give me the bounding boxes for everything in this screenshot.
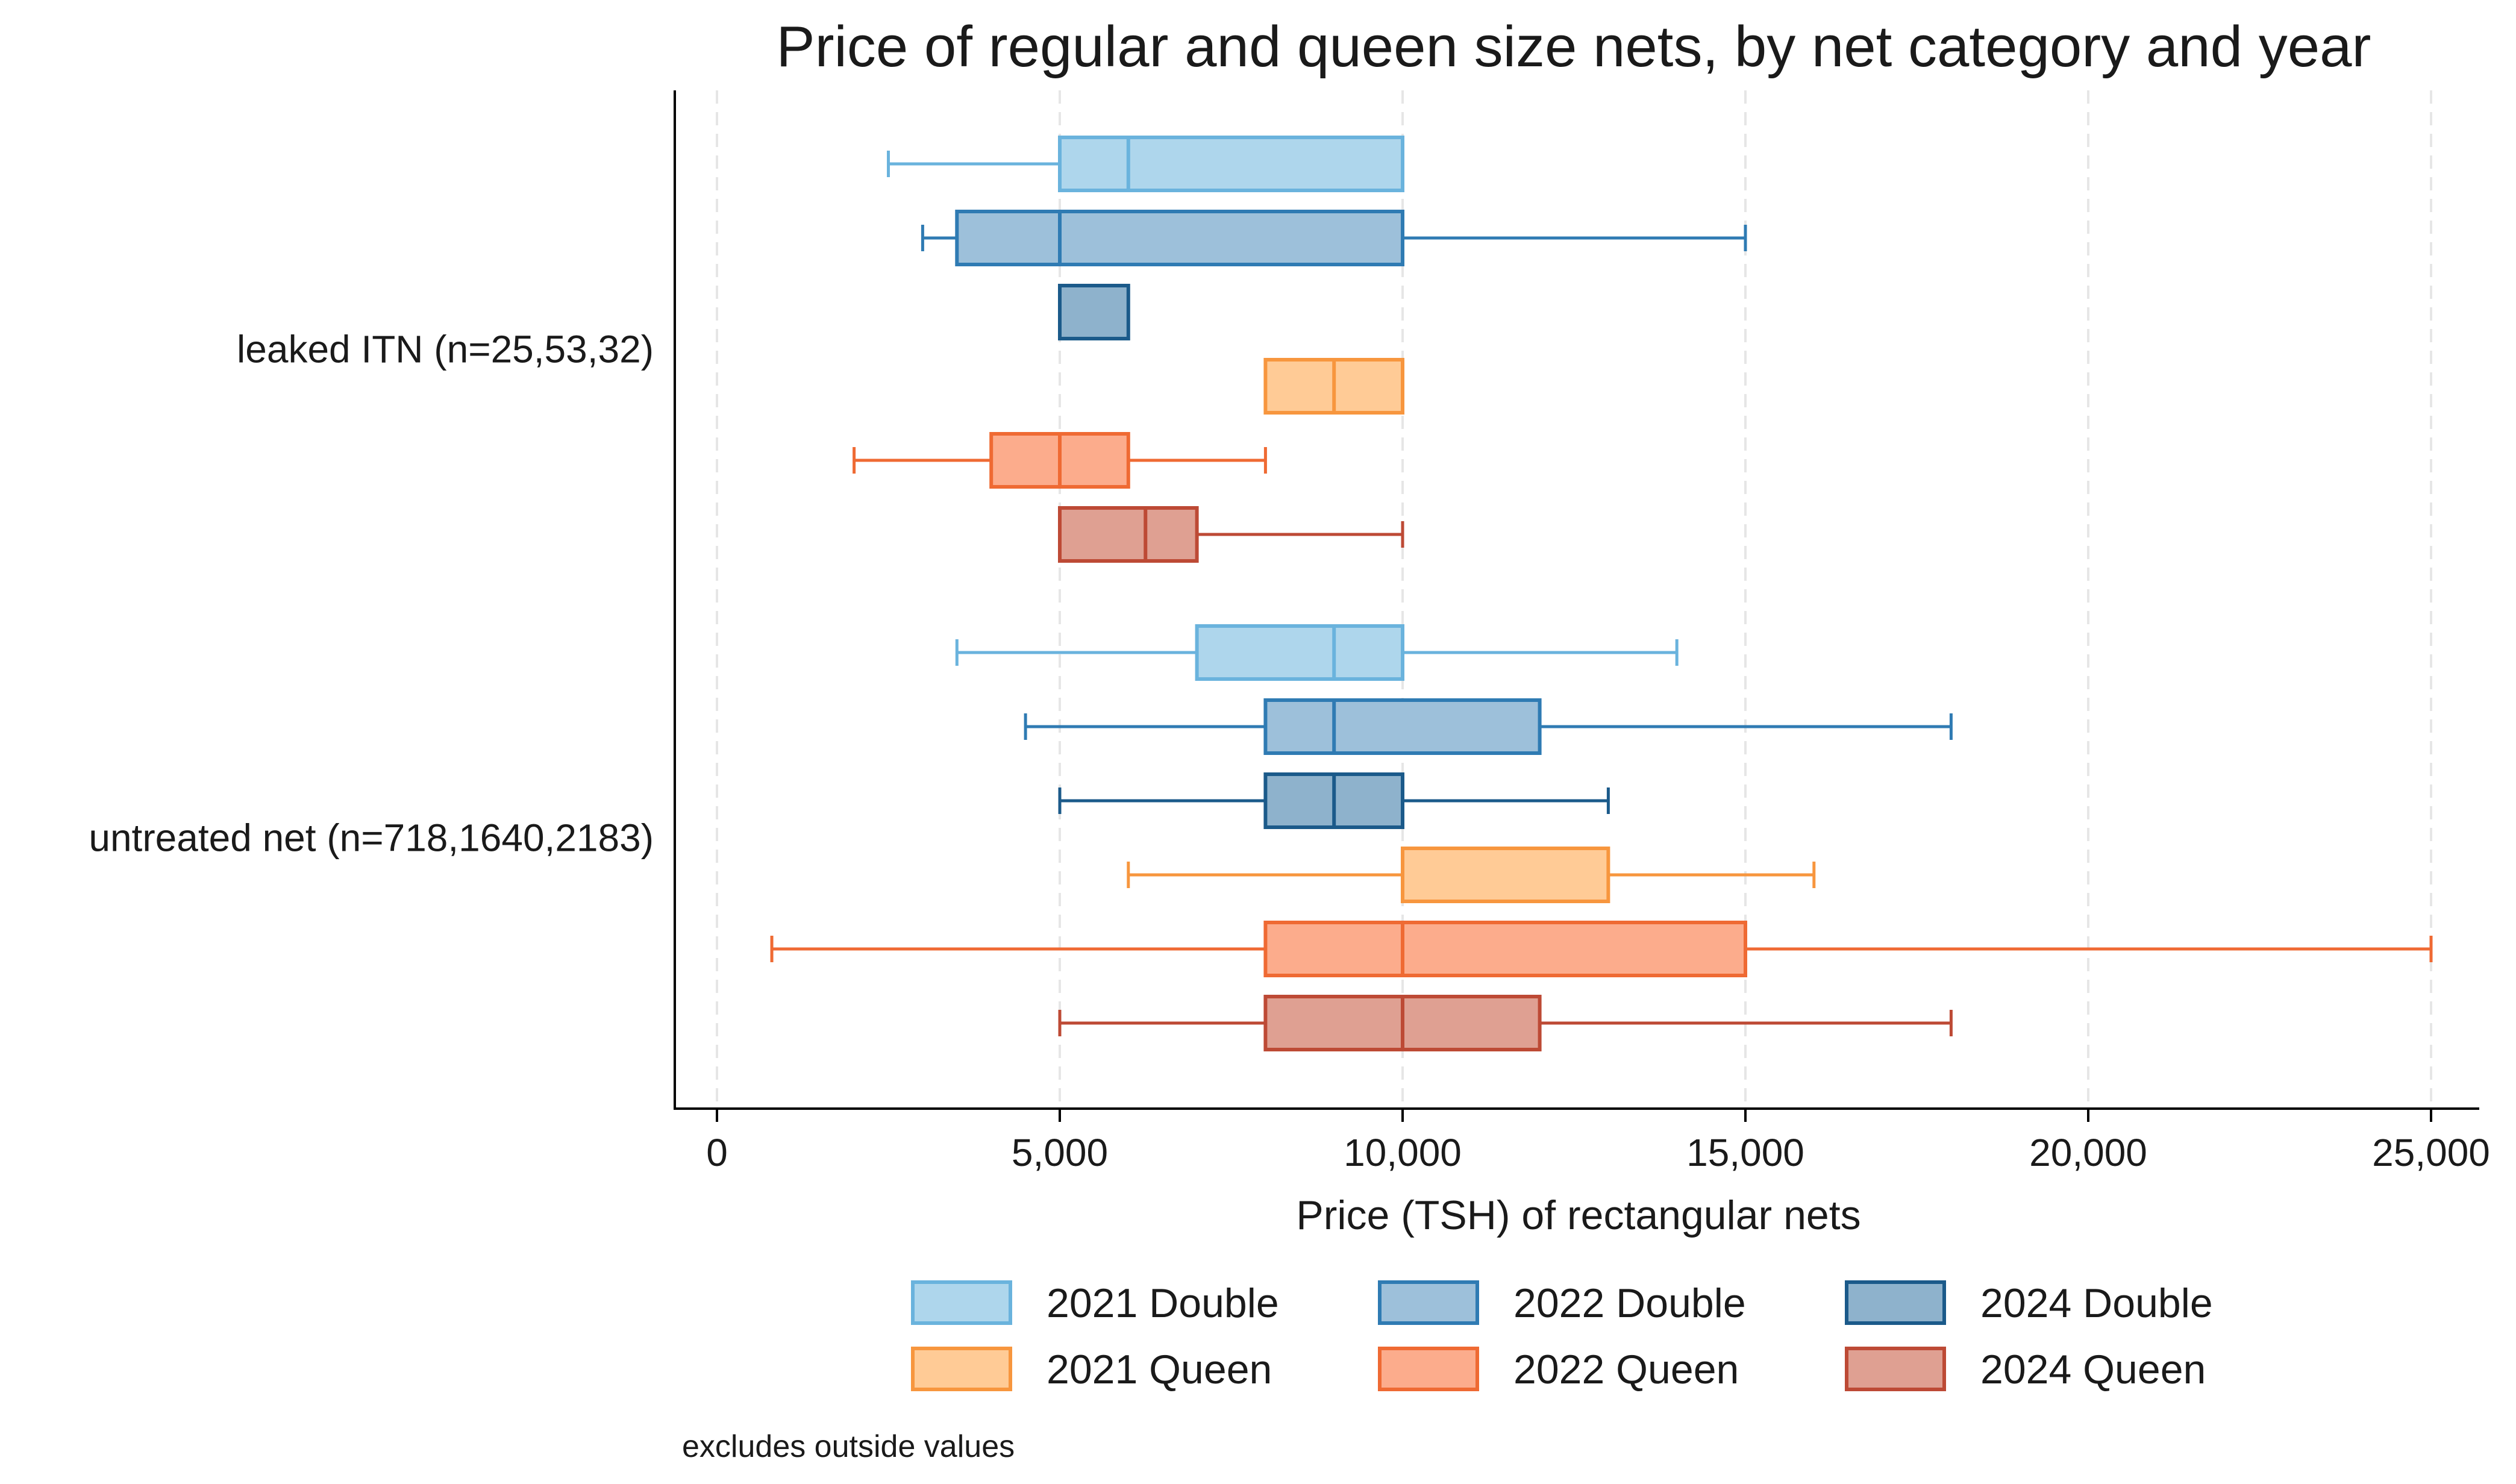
x-tick-label: 0 [706, 1131, 728, 1174]
legend-item: 2022 Double [1378, 1280, 1746, 1326]
box-plot [1127, 847, 1816, 903]
box-iqr [955, 210, 1405, 266]
box-iqr [1058, 136, 1404, 192]
legend-swatch [911, 1280, 1012, 1325]
x-axis-label: Price (TSH) of rectangular nets [1296, 1192, 1860, 1238]
legend-label: 2021 Queen [1047, 1347, 1272, 1392]
group-label: untreated net (n=718,1640,2183) [89, 816, 654, 860]
x-tick-label: 15,000 [1686, 1131, 1804, 1174]
box-plot [853, 432, 1267, 489]
box-plot [1263, 358, 1404, 415]
legend-swatch [911, 1347, 1012, 1391]
chart-note: excludes outside values [682, 1429, 1015, 1464]
legend-swatch [1378, 1280, 1479, 1325]
box-plot [1024, 698, 1953, 755]
box-plot [955, 624, 1679, 681]
legend-swatch [1845, 1280, 1946, 1325]
legend-item: 2024 Queen [1845, 1347, 2206, 1392]
legend-item: 2024 Double [1845, 1280, 2213, 1326]
box-group [770, 624, 2433, 1051]
box-plot [887, 136, 1404, 192]
group-label: leaked ITN (n=25,53,32) [237, 328, 654, 371]
y-axis-group-labels: leaked ITN (n=25,53,32) untreated net (n=… [89, 328, 654, 860]
box-iqr [1401, 847, 1610, 903]
x-tick-label: 25,000 [2372, 1131, 2490, 1174]
x-tick-label: 10,000 [1344, 1131, 1462, 1174]
legend-swatch [1845, 1347, 1946, 1391]
legend-label: 2022 Double [1513, 1280, 1746, 1326]
axes [674, 90, 2479, 1110]
x-tick-label: 5,000 [1012, 1131, 1108, 1174]
box-iqr [1263, 921, 1747, 977]
legend-label: 2024 Queen [1980, 1347, 2206, 1392]
legend-swatch [1378, 1347, 1479, 1391]
box-plot [921, 210, 1747, 266]
legend: 2021 Double 2022 Double 2024 Double 2021 Qu… [911, 1280, 2213, 1392]
box-plot [770, 921, 2433, 977]
legend-label: 2024 Double [1980, 1280, 2213, 1326]
box-iqr [1263, 698, 1542, 755]
legend-item: 2021 Queen [911, 1347, 1272, 1392]
legend-label: 2021 Double [1047, 1280, 1279, 1326]
box-plot [1058, 995, 1953, 1051]
box-plot [1058, 772, 1610, 829]
box-iqr [1058, 506, 1199, 563]
box-plot [1058, 284, 1130, 340]
legend-item: 2021 Double [911, 1280, 1279, 1326]
box-iqr [1058, 284, 1130, 340]
x-axis-ticks: 0 5,000 10,000 15,000 20,000 25,000 [706, 1109, 2490, 1174]
legend-label: 2022 Queen [1513, 1347, 1739, 1392]
box-series [770, 136, 2433, 1051]
x-tick-label: 20,000 [2029, 1131, 2147, 1174]
chart-title: Price of regular and queen size nets, by… [777, 14, 2371, 79]
box-plot [1058, 506, 1404, 563]
legend-item: 2022 Queen [1378, 1347, 1739, 1392]
box-iqr [1195, 624, 1404, 681]
box-group [853, 136, 1747, 563]
